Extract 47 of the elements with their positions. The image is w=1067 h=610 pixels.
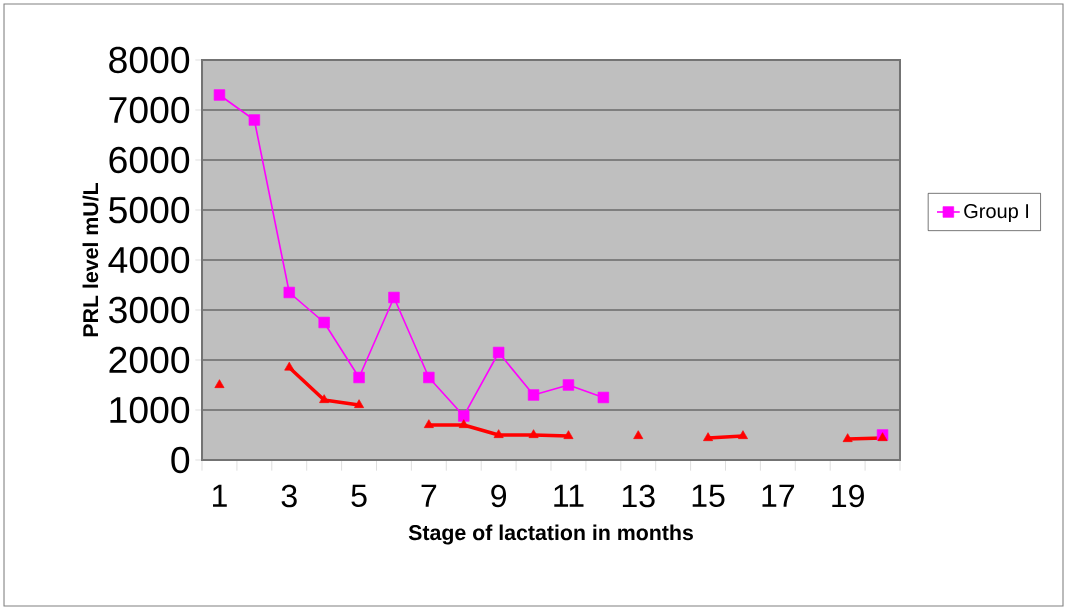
y-tick-label: 5000 (109, 196, 190, 224)
y-tick-label: 6000 (109, 146, 190, 174)
point (214, 379, 225, 388)
y-tick-label: 0 (171, 446, 190, 474)
x-tick-label: 9 (491, 484, 507, 508)
x-axis-title: Stage of lactation in months (408, 524, 693, 545)
point (562, 379, 575, 391)
point (423, 371, 435, 384)
point (248, 114, 261, 126)
point (213, 89, 226, 101)
point (492, 346, 505, 359)
point (563, 430, 574, 439)
x-tick-label: 17 (762, 484, 795, 507)
point (388, 291, 400, 304)
point (493, 429, 504, 438)
point (354, 399, 365, 408)
x-tick-label: 13 (622, 484, 655, 508)
y-tick-label: 4000 (108, 246, 190, 274)
legend-label: Group I (964, 204, 1029, 223)
x-tick-label: 19 (832, 484, 864, 508)
x-tick-label: 7 (421, 484, 437, 507)
x-tick-label: 15 (692, 484, 725, 508)
point (283, 286, 295, 299)
point (284, 361, 295, 371)
point (703, 432, 714, 441)
y-tick-label: 8000 (109, 46, 190, 74)
point (597, 391, 610, 404)
y-tick-label: 7000 (109, 96, 190, 124)
point (353, 371, 365, 384)
x-tick-label: 11 (554, 484, 584, 507)
point (528, 429, 539, 438)
x-tick-label: 3 (281, 484, 297, 508)
x-tick-label: 5 (351, 484, 367, 508)
point (842, 433, 853, 442)
point (458, 410, 470, 422)
point (737, 430, 748, 439)
y-tick-label: 2000 (109, 346, 190, 374)
point (319, 394, 330, 403)
point (633, 430, 644, 439)
x-tick-label: 1 (213, 484, 227, 507)
point (527, 389, 540, 401)
point (423, 419, 434, 428)
point (318, 316, 330, 329)
y-tick-label: 3000 (109, 296, 190, 324)
y-tick-label: 1000 (110, 396, 190, 424)
y-axis-title: PRL level mU/L (82, 183, 99, 337)
point (458, 419, 469, 428)
